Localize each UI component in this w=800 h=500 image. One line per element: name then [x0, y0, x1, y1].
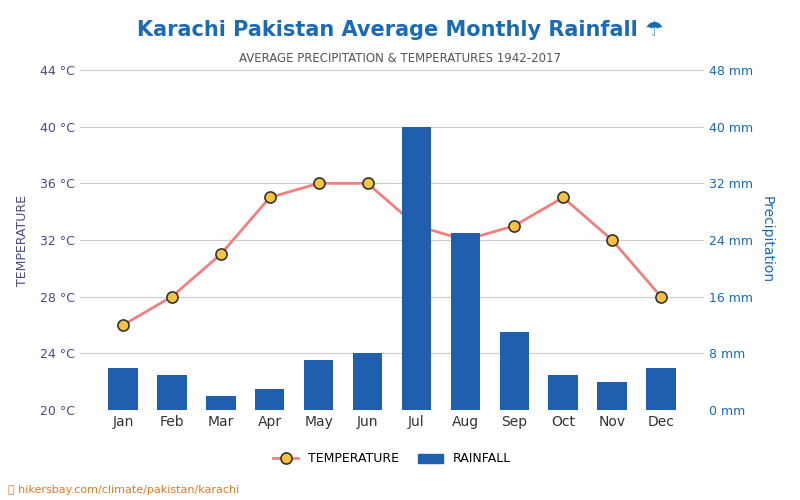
Text: AVERAGE PRECIPITATION & TEMPERATURES 1942-2017: AVERAGE PRECIPITATION & TEMPERATURES 194… — [239, 52, 561, 66]
Bar — [646, 368, 676, 410]
Bar — [158, 374, 186, 410]
Bar — [598, 382, 626, 410]
Bar — [499, 332, 529, 410]
Legend: TEMPERATURE, RAINFALL: TEMPERATURE, RAINFALL — [266, 446, 518, 471]
Y-axis label: Precipitation: Precipitation — [760, 196, 774, 284]
Bar — [450, 233, 480, 410]
Bar — [549, 374, 578, 410]
Bar — [304, 360, 334, 410]
Bar — [353, 354, 382, 410]
Text: 📍 hikersbay.com/climate/pakistan/karachi: 📍 hikersbay.com/climate/pakistan/karachi — [8, 485, 239, 495]
Bar — [255, 389, 285, 410]
Text: Karachi Pakistan Average Monthly Rainfall ☂: Karachi Pakistan Average Monthly Rainfal… — [137, 20, 663, 40]
Y-axis label: TEMPERATURE: TEMPERATURE — [16, 194, 29, 286]
Bar — [206, 396, 235, 410]
Bar — [402, 126, 431, 410]
Bar — [108, 368, 138, 410]
